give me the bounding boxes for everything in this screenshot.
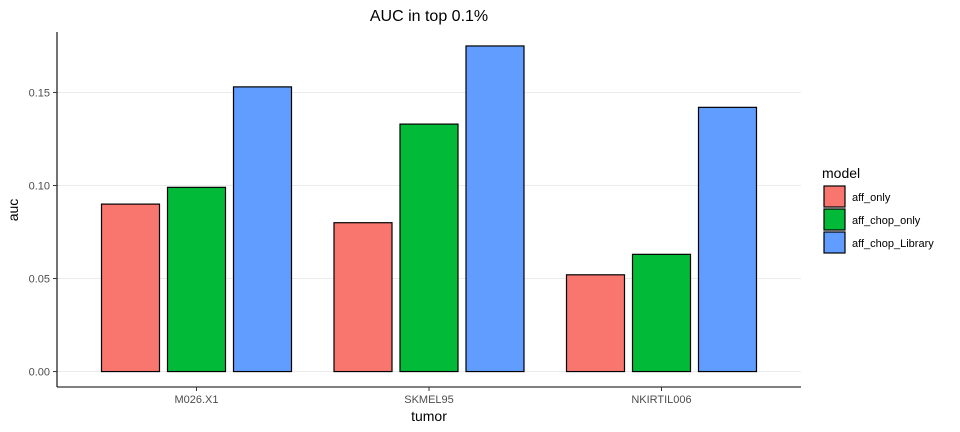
x-tick-label: SKMEL95: [404, 394, 454, 406]
x-axis-title: tumor: [411, 408, 447, 424]
legend-swatch: [823, 208, 846, 231]
legend-swatch: [823, 185, 846, 208]
legend-label: aff_chop_Library: [852, 238, 934, 250]
bar-aff-chop-only-m026-x1: [166, 186, 227, 373]
bar-aff-only-nkirtil006: [565, 274, 626, 373]
y-tick-label: 0.10: [29, 180, 50, 192]
bar-aff-chop-Library-skmel95: [465, 45, 525, 373]
y-tick-label: 0.00: [29, 367, 50, 379]
legend-label: aff_only: [852, 192, 891, 204]
bar-aff-chop-only-nkirtil006: [631, 253, 692, 373]
chart-title: AUC in top 0.1%: [370, 8, 488, 25]
legend-label: aff_chop_only: [852, 215, 921, 227]
y-axis-title: auc: [5, 199, 21, 222]
bar-aff-chop-only-skmel95: [399, 123, 459, 373]
legend-title: model: [822, 165, 860, 181]
x-axis-ticks: M026.X1 SKMEL95 NKIRTIL006: [174, 387, 692, 406]
bar-aff-only-skmel95: [333, 222, 393, 373]
x-tick-label: M026.X1: [174, 394, 218, 406]
y-tick-label: 0.15: [29, 87, 50, 99]
bar-aff-chop-Library-nkirtil006: [697, 106, 758, 373]
y-tick-label: 0.05: [29, 274, 50, 286]
x-tick-label: NKIRTIL006: [631, 394, 691, 406]
bar-aff-chop-Library-m026-x1: [232, 86, 293, 373]
legend-swatch: [823, 231, 846, 254]
y-axis-ticks: 0.00 0.05 0.10 0.15: [29, 87, 57, 379]
legend: model aff_only aff_chop_only aff_chop_Libr…: [822, 165, 934, 254]
bars-layer: [100, 45, 758, 373]
bar-aff-only-m026-x1: [100, 203, 161, 373]
